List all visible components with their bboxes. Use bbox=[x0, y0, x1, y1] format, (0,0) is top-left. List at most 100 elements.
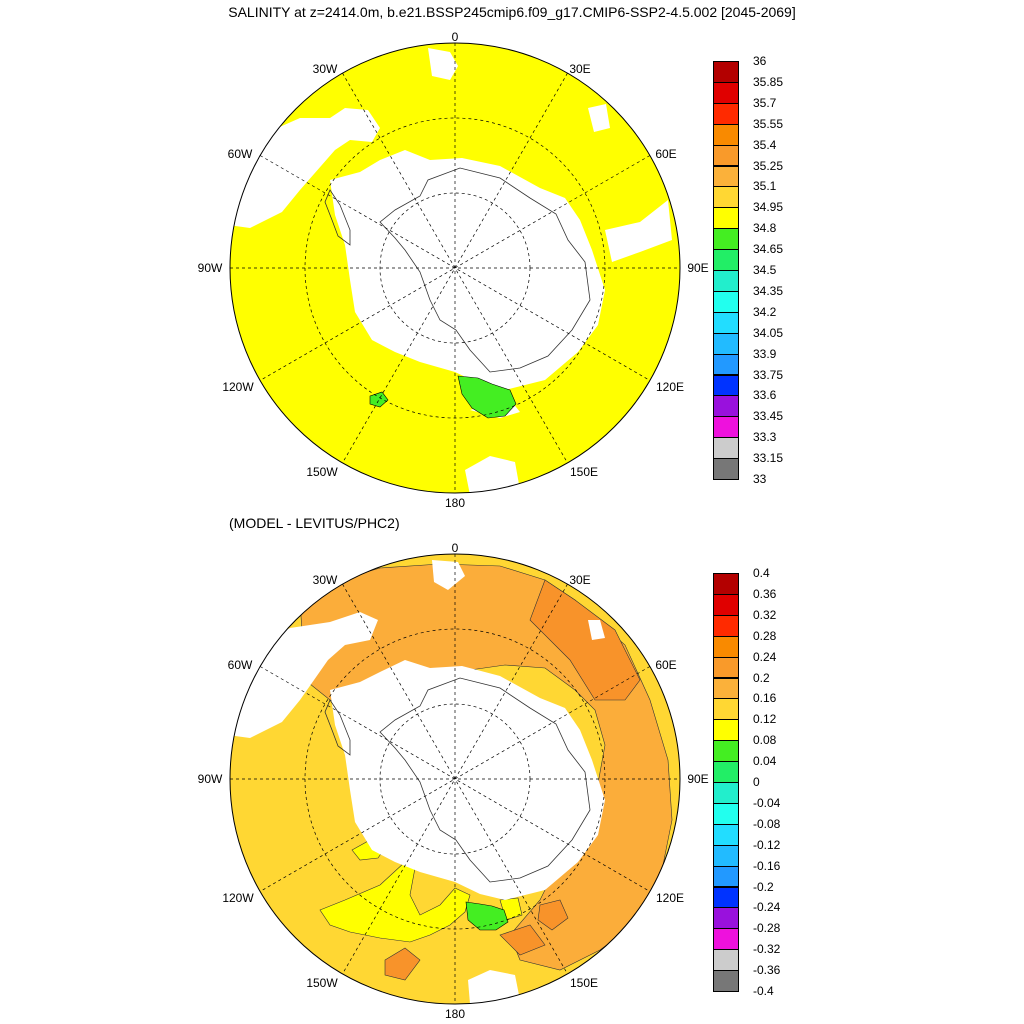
lon-label: 60E bbox=[655, 658, 676, 672]
colorbar-swatch bbox=[713, 635, 739, 658]
colorbar-swatch bbox=[713, 573, 739, 595]
lon-label: 0 bbox=[452, 541, 459, 555]
colorbar-label: 33.9 bbox=[753, 346, 777, 361]
lon-label: 90W bbox=[198, 772, 223, 786]
graticule bbox=[230, 43, 680, 493]
colorbar-swatch bbox=[713, 593, 739, 616]
pacific-patch bbox=[369, 391, 389, 408]
field-band-higher bbox=[537, 899, 569, 931]
lon-label: 30E bbox=[569, 62, 590, 76]
lon-label: 180 bbox=[445, 496, 465, 510]
colorbar-swatch bbox=[713, 740, 739, 763]
colorbar-swatch bbox=[713, 395, 739, 418]
colorbar-label: 36 bbox=[753, 54, 767, 68]
field-band-higher bbox=[499, 924, 546, 956]
lon-label: 30W bbox=[313, 62, 338, 76]
colorbar-swatch bbox=[713, 249, 739, 271]
colorbar-label: 0.2 bbox=[753, 670, 770, 685]
colorbar-label: 34.2 bbox=[753, 304, 777, 319]
ross-sea-patch bbox=[457, 375, 517, 419]
colorbar-label: 34.95 bbox=[753, 200, 784, 215]
colorbar-swatch bbox=[713, 332, 739, 355]
colorbar-label: 0.32 bbox=[753, 607, 777, 622]
colorbar-swatch bbox=[713, 437, 739, 460]
lon-label: 150E bbox=[570, 465, 598, 479]
colorbar-label: -0.2 bbox=[753, 879, 774, 894]
colorbar-swatch bbox=[713, 186, 739, 209]
colorbar-swatch bbox=[713, 614, 739, 637]
colorbar-swatch bbox=[713, 782, 739, 804]
colorbar-swatch bbox=[713, 761, 739, 783]
peninsula-coastline bbox=[324, 189, 351, 246]
colorbar-label: -0.08 bbox=[753, 816, 781, 831]
map-boundary bbox=[229, 553, 681, 1005]
colorbar-label: 33 bbox=[753, 472, 767, 486]
colorbar-label: 33.6 bbox=[753, 388, 777, 403]
lon-label: 30E bbox=[569, 573, 590, 587]
colorbar-label: 0.36 bbox=[753, 586, 777, 601]
colorbar-label: 35.1 bbox=[753, 179, 777, 194]
colorbar-swatch bbox=[713, 844, 739, 867]
colorbar-swatch bbox=[713, 677, 739, 700]
lon-label: 30W bbox=[313, 573, 338, 587]
colorbar-swatch bbox=[713, 228, 739, 251]
lon-label: 90E bbox=[687, 261, 708, 275]
colorbar-swatch bbox=[713, 719, 739, 742]
lon-label: 150E bbox=[570, 976, 598, 990]
peninsula-coastline bbox=[324, 699, 351, 756]
colorbar-label: -0.12 bbox=[753, 837, 781, 852]
atlantic-gap bbox=[428, 48, 458, 80]
colorbar-swatch bbox=[713, 290, 739, 313]
lon-label: 120W bbox=[222, 891, 254, 905]
colorbar-label: 33.3 bbox=[753, 430, 777, 445]
colorbar-swatch bbox=[713, 102, 739, 125]
colorbar-swatch bbox=[713, 311, 739, 334]
colorbar-swatch bbox=[713, 698, 739, 721]
colorbar-label: 35.55 bbox=[753, 116, 784, 131]
antarctica-region bbox=[330, 150, 605, 390]
colorbar-label: 34.8 bbox=[753, 221, 777, 236]
colorbar-swatch bbox=[713, 81, 739, 104]
pacific-gap bbox=[468, 970, 520, 1004]
lon-label: 150W bbox=[306, 976, 338, 990]
lon-label: 180 bbox=[445, 1007, 465, 1021]
colorbar-label: 35.4 bbox=[753, 137, 777, 152]
colorbar-label: 33.75 bbox=[753, 367, 784, 382]
lon-label: 60E bbox=[655, 147, 676, 161]
colorbar-swatch bbox=[713, 416, 739, 439]
colorbar-swatch bbox=[713, 823, 739, 846]
colorbar-label: 33.15 bbox=[753, 451, 784, 466]
atlantic-gap bbox=[432, 560, 465, 590]
colorbar-label: 34.65 bbox=[753, 242, 784, 257]
colorbar-label: 34.05 bbox=[753, 325, 784, 340]
lon-label: 60W bbox=[228, 147, 253, 161]
colorbar-label: -0.04 bbox=[753, 795, 781, 810]
colorbar-swatch bbox=[713, 886, 739, 909]
colorbar-swatch bbox=[713, 865, 739, 888]
field-band-higher bbox=[529, 579, 641, 701]
lon-label: 120W bbox=[222, 380, 254, 394]
colorbar-label: 33.45 bbox=[753, 409, 784, 424]
colorbar-swatch bbox=[713, 374, 739, 397]
colorbar-label: -0.28 bbox=[753, 921, 781, 936]
colorbar-swatch bbox=[713, 928, 739, 951]
colorbar-swatch bbox=[713, 123, 739, 146]
colorbar-label: 0.4 bbox=[753, 566, 770, 580]
colorbar-label: 35.85 bbox=[753, 74, 784, 89]
lon-label: 120E bbox=[656, 891, 684, 905]
colorbar-label: 0.12 bbox=[753, 712, 777, 727]
bottom-polar-map: 0 30E 60E 90E 120E 150E 180 150W 120W 90… bbox=[198, 541, 709, 1021]
longitude-labels: 0 30E 60E 90E 120E 150E 180 150W 120W 90… bbox=[198, 30, 709, 510]
lon-label: 120E bbox=[656, 380, 684, 394]
colorbar-swatch bbox=[713, 949, 739, 972]
colorbar-label: 0 bbox=[753, 775, 760, 789]
colorbar-swatch bbox=[713, 907, 739, 930]
antarctica-region bbox=[330, 660, 605, 900]
colorbar-label: 0.08 bbox=[753, 733, 777, 748]
colorbar-swatch bbox=[713, 458, 739, 480]
lon-label: 60W bbox=[228, 658, 253, 672]
lon-label: 150W bbox=[306, 465, 338, 479]
difference-subtitle: (MODEL - LEVITUS/PHC2) bbox=[229, 515, 400, 531]
colorbar-label: 0.16 bbox=[753, 691, 777, 706]
